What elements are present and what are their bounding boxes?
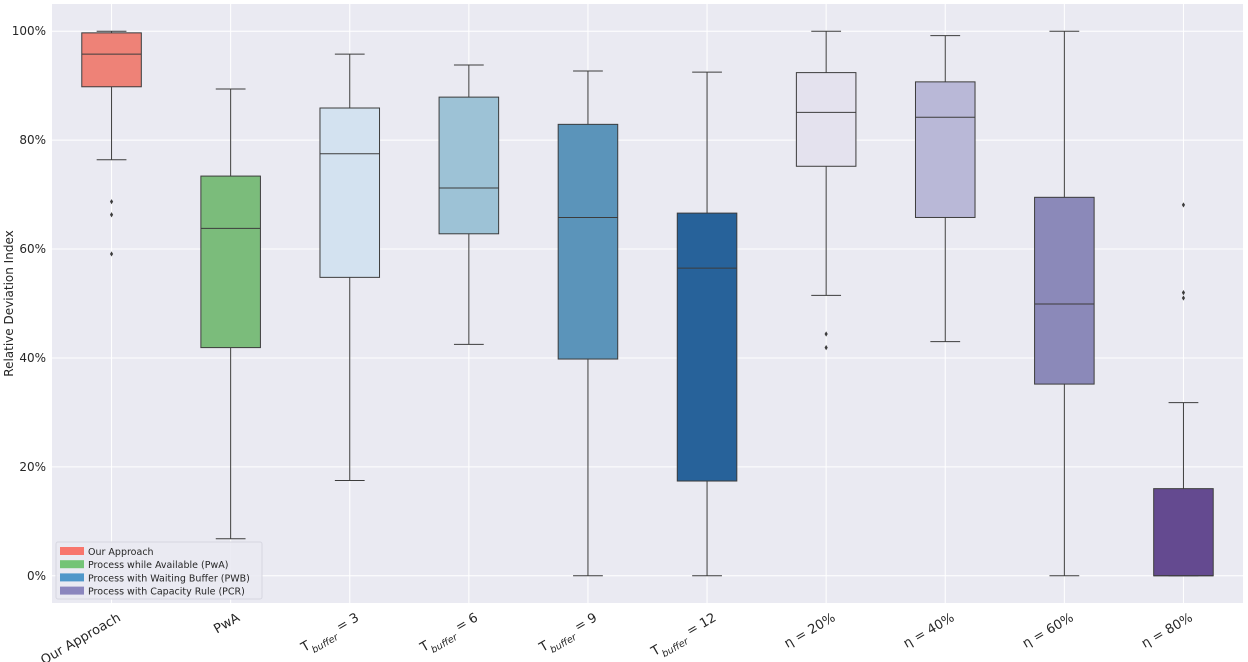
- legend-label: Our Approach: [88, 547, 154, 558]
- x-tick-label-main: η = 60%: [1020, 610, 1076, 651]
- legend-swatch: [60, 547, 84, 555]
- y-axis-title: Relative Deviation Index: [2, 230, 16, 376]
- x-tick-label-main: Our Approach: [38, 610, 123, 662]
- x-tick-label-rest: = 12: [681, 610, 719, 641]
- x-tick-label-main: η = 40%: [901, 610, 957, 651]
- x-tick-label-rest: = 3: [330, 610, 361, 637]
- legend: Our Approach Process while Available (PwA…: [56, 542, 262, 599]
- box-iqr: [82, 33, 142, 87]
- legend-label: Process with Waiting Buffer (PWB): [88, 573, 250, 584]
- box-iqr: [1154, 489, 1214, 576]
- legend-swatch: [60, 587, 84, 595]
- x-tick-label: Tbuffer = 3: [298, 610, 364, 659]
- box-iqr: [677, 213, 737, 481]
- box-iqr: [558, 124, 618, 359]
- x-tick-label-main: η = 20%: [782, 610, 838, 651]
- box-iqr: [796, 73, 856, 167]
- box-iqr: [201, 176, 261, 348]
- y-tick-label: 80%: [19, 133, 46, 147]
- legend-swatch: [60, 560, 84, 568]
- x-tick-label: Tbuffer = 6: [417, 610, 483, 659]
- x-tick-label-rest: = 9: [569, 610, 600, 637]
- y-tick-label: 20%: [19, 460, 46, 474]
- box-iqr: [320, 108, 380, 277]
- y-tick-label: 0%: [27, 569, 46, 583]
- x-tick-label: η = 80%: [1139, 610, 1195, 651]
- x-tick-label: PwA: [211, 610, 242, 637]
- legend-label: Process with Capacity Rule (PCR): [88, 587, 245, 598]
- box-iqr: [439, 97, 499, 234]
- x-axis-ticks: Our Approach PwA Tbuffer = 3 Tbuffer = 6 Tbu…: [38, 610, 1195, 662]
- y-axis-ticks: 0% 20% 40% 60% 80% 100%: [12, 24, 46, 583]
- box-plot-chart: 0% 20% 40% 60% 80% 100% Relative Deviation In…: [0, 0, 1248, 662]
- x-tick-label: Tbuffer = 12: [648, 610, 721, 662]
- y-tick-label: 40%: [19, 351, 46, 365]
- x-tick-label-main: PwA: [211, 610, 242, 637]
- x-tick-label: Our Approach: [38, 610, 123, 662]
- x-tick-label: Tbuffer = 9: [536, 610, 602, 659]
- x-tick-label: η = 60%: [1020, 610, 1076, 651]
- y-tick-label: 100%: [12, 24, 46, 38]
- legend-label: Process while Available (PwA): [88, 560, 228, 571]
- x-tick-label-rest: = 6: [450, 610, 481, 637]
- legend-swatch: [60, 573, 84, 581]
- x-tick-label: η = 20%: [782, 610, 838, 651]
- box-iqr: [1035, 197, 1095, 384]
- x-tick-label-main: η = 80%: [1139, 610, 1195, 651]
- x-tick-label: η = 40%: [901, 610, 957, 651]
- box-iqr: [915, 82, 975, 218]
- y-tick-label: 60%: [19, 242, 46, 256]
